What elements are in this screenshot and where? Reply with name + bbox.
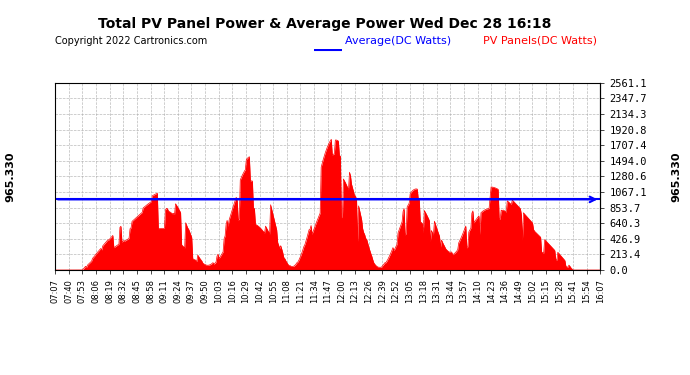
Text: Total PV Panel Power & Average Power Wed Dec 28 16:18: Total PV Panel Power & Average Power Wed… [97, 17, 551, 31]
Text: Copyright 2022 Cartronics.com: Copyright 2022 Cartronics.com [55, 36, 208, 46]
Text: PV Panels(DC Watts): PV Panels(DC Watts) [483, 36, 597, 46]
Text: 965.330: 965.330 [6, 151, 15, 201]
Text: 965.330: 965.330 [671, 151, 681, 201]
Text: Average(DC Watts): Average(DC Watts) [345, 36, 451, 46]
